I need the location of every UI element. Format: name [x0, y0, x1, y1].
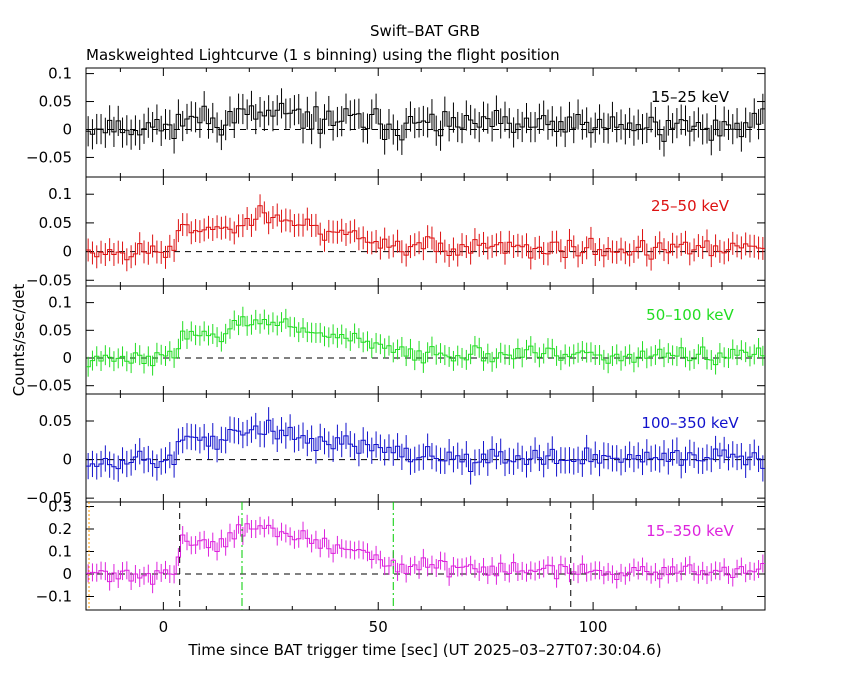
y-tick-label: 0.1	[48, 543, 72, 561]
y-tick-label: 0.05	[39, 321, 72, 339]
y-tick-label: 0	[62, 349, 72, 367]
y-tick-label: 0	[62, 565, 72, 583]
band-label: 25–50 keV	[651, 197, 730, 215]
x-tick-label: 0	[159, 618, 169, 636]
panel-1: −0.05 0 0.05 0.1 15–25 keV	[26, 65, 766, 178]
band-label: 15–25 keV	[651, 88, 730, 106]
panel-5: −0.1 0 0.1 0.2 0.3 15–350 keV	[36, 498, 766, 611]
panel-frame	[85, 176, 766, 287]
panel-2: −0.05 0 0.05 0.1 25–50 keV	[26, 176, 766, 289]
y-tick-label: 0.2	[48, 520, 72, 538]
band-label: 50–100 keV	[646, 306, 734, 324]
panels-group: −0.05 0 0.05 0.1 15–25 keV −0.05 0 0.05 0.1 25–50…	[26, 65, 766, 636]
lightcurve-series	[86, 205, 765, 261]
y-tick-label: −0.1	[36, 588, 72, 606]
chart-title: Swift–BAT GRB	[370, 22, 480, 40]
y-tick-label: 0.1	[48, 185, 72, 203]
y-tick-label: 0.1	[48, 65, 72, 83]
x-tick-label: 100	[579, 618, 608, 636]
band-label: 15–350 keV	[646, 522, 734, 540]
y-tick-label: −0.05	[26, 271, 72, 289]
panel-3: −0.05 0 0.05 0.1 50–100 keV	[26, 285, 766, 395]
lightcurve-series	[86, 316, 765, 368]
y-tick-label: −0.05	[26, 377, 72, 395]
x-axis-label: Time since BAT trigger time [sec] (UT 20…	[187, 641, 661, 659]
y-tick-label: 0	[62, 120, 72, 138]
y-tick-label: 0.05	[39, 412, 72, 430]
y-tick-label: 0	[62, 451, 72, 469]
x-tick-label: 50	[369, 618, 388, 636]
y-tick-label: 0.05	[39, 214, 72, 232]
chart-subtitle: Maskweighted Lightcurve (1 s binning) us…	[86, 46, 560, 64]
y-tick-label: 0	[62, 243, 72, 261]
y-tick-label: 0.3	[48, 498, 72, 516]
y-tick-label: 0.1	[48, 294, 72, 312]
panel-frame	[85, 285, 766, 395]
y-tick-label: −0.05	[26, 148, 72, 166]
panel-4: −0.05 0 0.05 100–350 keV	[26, 393, 766, 507]
y-tick-label: 0.05	[39, 93, 72, 111]
lightcurve-series	[86, 523, 765, 585]
lightcurve-series	[86, 102, 765, 142]
y-axis-label: Counts/sec/det	[10, 284, 28, 397]
band-label: 100–350 keV	[641, 414, 739, 432]
y-tick-label: −0.05	[26, 489, 72, 507]
panel-frame	[85, 501, 766, 611]
lightcurve-series	[86, 419, 765, 472]
